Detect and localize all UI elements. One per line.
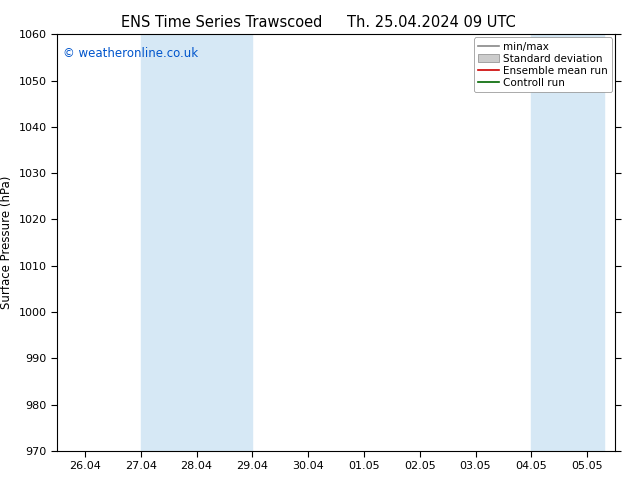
Text: © weatheronline.co.uk: © weatheronline.co.uk [63,47,198,60]
Bar [531,34,604,451]
Legend: min/max, Standard deviation, Ensemble mean run, Controll run: min/max, Standard deviation, Ensemble me… [474,37,612,92]
Y-axis label: Surface Pressure (hPa): Surface Pressure (hPa) [0,176,13,309]
Text: ENS Time Series Trawscoed: ENS Time Series Trawscoed [121,15,323,30]
Bar [141,34,252,451]
Text: Th. 25.04.2024 09 UTC: Th. 25.04.2024 09 UTC [347,15,515,30]
